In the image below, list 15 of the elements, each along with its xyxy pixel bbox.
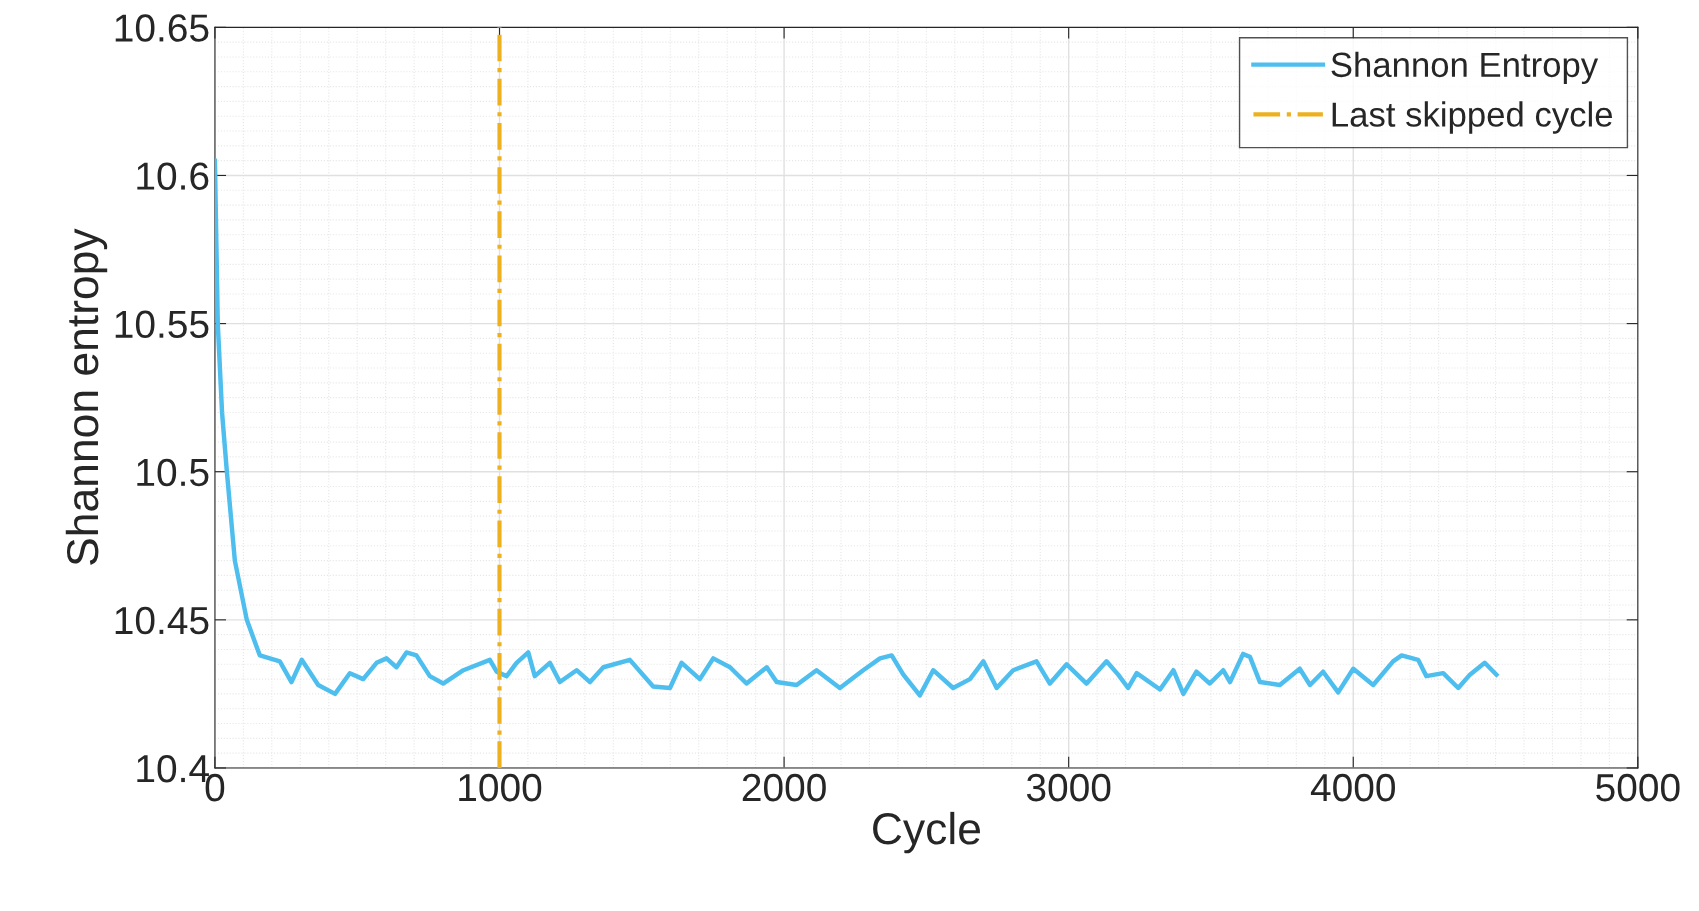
- y-tick-label: 10.45: [115, 606, 209, 635]
- x-tick-label: 1000: [459, 773, 542, 802]
- y-axis-title: Shannon entropy: [65, 228, 108, 565]
- y-tick-label: 10.65: [115, 14, 209, 42]
- y-tick-label: 10.5: [137, 458, 209, 487]
- x-tick-label: 2000: [742, 773, 826, 802]
- legend-label: Shannon Entropy: [1331, 51, 1599, 84]
- legend-label: Last skipped cycle: [1332, 101, 1612, 134]
- line-series: [214, 158, 1499, 698]
- x-tick-label: 5000: [1596, 773, 1680, 802]
- y-tick-label: 10.6: [137, 162, 209, 190]
- x-axis-title: Cycle: [873, 811, 980, 854]
- y-tick-label: 10.55: [115, 310, 209, 339]
- x-tick-label: 3000: [1026, 773, 1111, 802]
- x-tick-label: 4000: [1310, 773, 1395, 802]
